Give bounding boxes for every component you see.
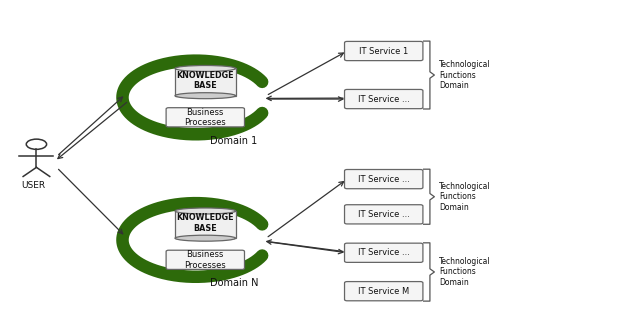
Text: Domain N: Domain N <box>210 278 258 288</box>
Ellipse shape <box>175 208 236 214</box>
FancyBboxPatch shape <box>344 41 423 61</box>
FancyBboxPatch shape <box>344 243 423 262</box>
Bar <box>175 211 236 238</box>
Text: Business
Processes: Business Processes <box>184 250 226 269</box>
FancyBboxPatch shape <box>166 108 244 127</box>
Text: Technological
Functions
Domain: Technological Functions Domain <box>439 60 490 90</box>
Text: IT Service ...: IT Service ... <box>358 248 410 257</box>
FancyBboxPatch shape <box>166 250 244 269</box>
Text: IT Service ...: IT Service ... <box>358 175 410 183</box>
FancyBboxPatch shape <box>344 170 423 189</box>
Text: Domain 1: Domain 1 <box>211 136 257 146</box>
Text: USER: USER <box>21 181 45 190</box>
Text: Technological
Functions
Domain: Technological Functions Domain <box>439 257 490 287</box>
Text: KNOWLEDGE
BASE: KNOWLEDGE BASE <box>177 213 234 233</box>
FancyBboxPatch shape <box>344 282 423 301</box>
Text: KNOWLEDGE
BASE: KNOWLEDGE BASE <box>177 71 234 90</box>
Bar <box>175 68 236 96</box>
Ellipse shape <box>175 235 236 241</box>
Text: IT Service 1: IT Service 1 <box>359 47 408 56</box>
Text: Technological
Functions
Domain: Technological Functions Domain <box>439 182 490 212</box>
Text: Business
Processes: Business Processes <box>184 108 226 127</box>
Text: IT Service M: IT Service M <box>358 287 410 296</box>
FancyBboxPatch shape <box>344 89 423 109</box>
Ellipse shape <box>175 66 236 71</box>
Ellipse shape <box>175 93 236 99</box>
Text: IT Service ...: IT Service ... <box>358 95 410 104</box>
FancyBboxPatch shape <box>344 205 423 224</box>
Text: IT Service ...: IT Service ... <box>358 210 410 219</box>
